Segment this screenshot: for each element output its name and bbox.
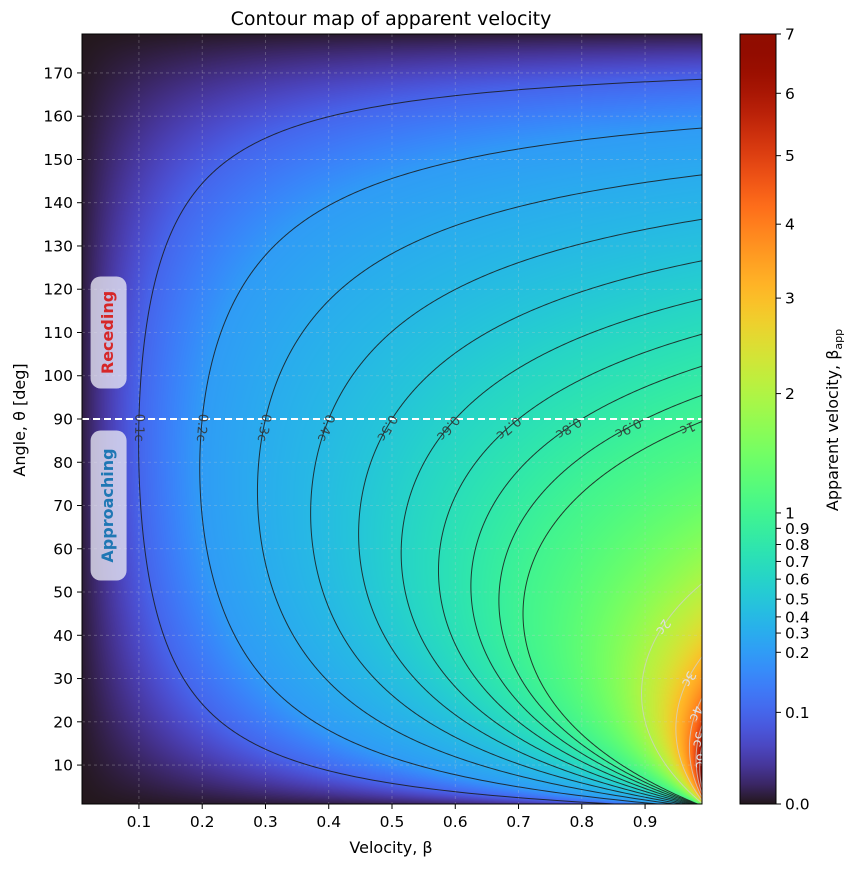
contour-label: 0.2c [193,413,210,442]
y-tick-label: 110 [43,324,73,342]
y-tick-label: 150 [43,151,73,169]
y-tick-label: 40 [53,627,73,645]
contour-label: 6c [692,753,708,769]
y-tick-label: 10 [53,757,73,775]
x-tick-label: 0.2 [190,813,215,831]
x-tick-label: 0.4 [316,813,341,831]
y-tick-label: 20 [53,713,73,731]
contour-label: 4c [686,703,705,723]
contour-lines [138,78,702,804]
x-axis: 0.1 0.2 0.3 0.4 0.5 0.6 0.7 0.8 0.9 [127,804,658,831]
x-tick-label: 0.3 [253,813,278,831]
contour-label: 2c [652,616,673,637]
y-axis: 10 20 30 40 50 60 70 80 90 100 110 120 130 140 150 160 1… [43,64,82,775]
y-tick-label: 60 [53,540,73,558]
contour-label: 0.1c [131,414,146,442]
contour-line [641,582,702,804]
contour-line [688,696,702,799]
contour-label: 0.3c [254,413,274,443]
colorbar-tick-label: 0.5 [785,591,810,609]
colorbar-tick-label: 0.1 [785,704,810,722]
region-label: Receding [98,291,117,374]
y-tick-label: 140 [43,194,73,212]
colorbar-tick-label: 4 [785,216,795,234]
colorbar-tick-label: 6 [785,85,795,103]
colorbar-tick-label: 2 [785,385,795,403]
x-tick-label: 0.5 [380,813,405,831]
contour-label: 3c [678,668,698,689]
x-tick-label: 0.7 [506,813,531,831]
y-tick-label: 50 [53,584,73,602]
colorbar-label-subscript: app [832,329,845,350]
colorbar-tick-label: 0.2 [785,644,810,662]
y-tick-label: 100 [43,367,73,385]
colorbar-tick-label: 7 [785,26,795,44]
colorbar-tick-label: 0.7 [785,553,810,571]
colorbar-tick-label: 5 [785,147,795,165]
y-tick-label: 130 [43,237,73,255]
x-tick-label: 0.6 [443,813,468,831]
contour-line [310,218,702,804]
colorbar-ticks: 0.0 0.1 0.20.30.40.5 0.60.70.80.91 2 3 4 5 6 7 [776,26,810,814]
plot-area: 0.1c 0.2c 0.3c 0.4c 0.5c 0.6c 0.7c 0.8c 0.9c 1c2c… [81,33,708,805]
colorbar-tick-label: 0.6 [785,571,810,589]
contour-line [470,365,702,804]
colorbar-label: Apparent velocity, βapp [823,329,845,511]
region-annotations: Receding Approaching [90,276,127,581]
y-tick-label: 80 [53,454,73,472]
contour-line [699,743,702,791]
contour-line [358,260,702,804]
contour-line [199,127,702,804]
contour-line [256,174,702,804]
contour-label: 5c [689,730,707,748]
chart-title: Contour map of apparent velocity [231,8,552,30]
x-tick-label: 0.1 [127,813,152,831]
y-tick-label: 160 [43,108,73,126]
region-label-box [90,430,127,581]
x-axis-label: Velocity, β [349,838,432,857]
region-label-box [90,276,127,389]
x-tick-label: 0.9 [633,813,658,831]
y-axis-label: Angle, θ [deg] [10,363,29,476]
y-tick-label: 30 [53,670,73,688]
colorbar-tick-label: 0.0 [785,796,810,814]
y-tick-label: 120 [43,281,73,299]
contour-line [695,723,702,796]
y-tick-label: 70 [53,497,73,515]
contour-line [437,333,702,804]
colorbar: 0.0 0.1 0.20.30.40.5 0.60.70.80.91 2 3 4 5 6 7 Ap… [739,26,845,814]
colorbar-tick-label: 0.3 [785,625,810,643]
y-tick-label: 90 [53,411,73,429]
region-label: Approaching [98,448,117,562]
contour-line [138,78,702,804]
contour-line [522,420,702,804]
colorbar-tick-label: 0.8 [785,536,810,554]
y-tick-label: 170 [43,64,73,82]
contour-line [675,655,702,802]
contour-line [400,298,702,804]
colorbar-tick-label: 3 [785,290,795,308]
colorbar-tick-label: 0.4 [785,608,810,626]
colorbar-label-main: Apparent velocity, β [823,350,842,512]
contour-label: 1c [677,418,697,438]
colorbar-gradient [739,33,777,805]
colorbar-tick-label: 1 [785,504,795,522]
contour-line [498,394,702,804]
colorbar-tick-label: 0.9 [785,520,810,538]
x-tick-label: 0.8 [569,813,594,831]
